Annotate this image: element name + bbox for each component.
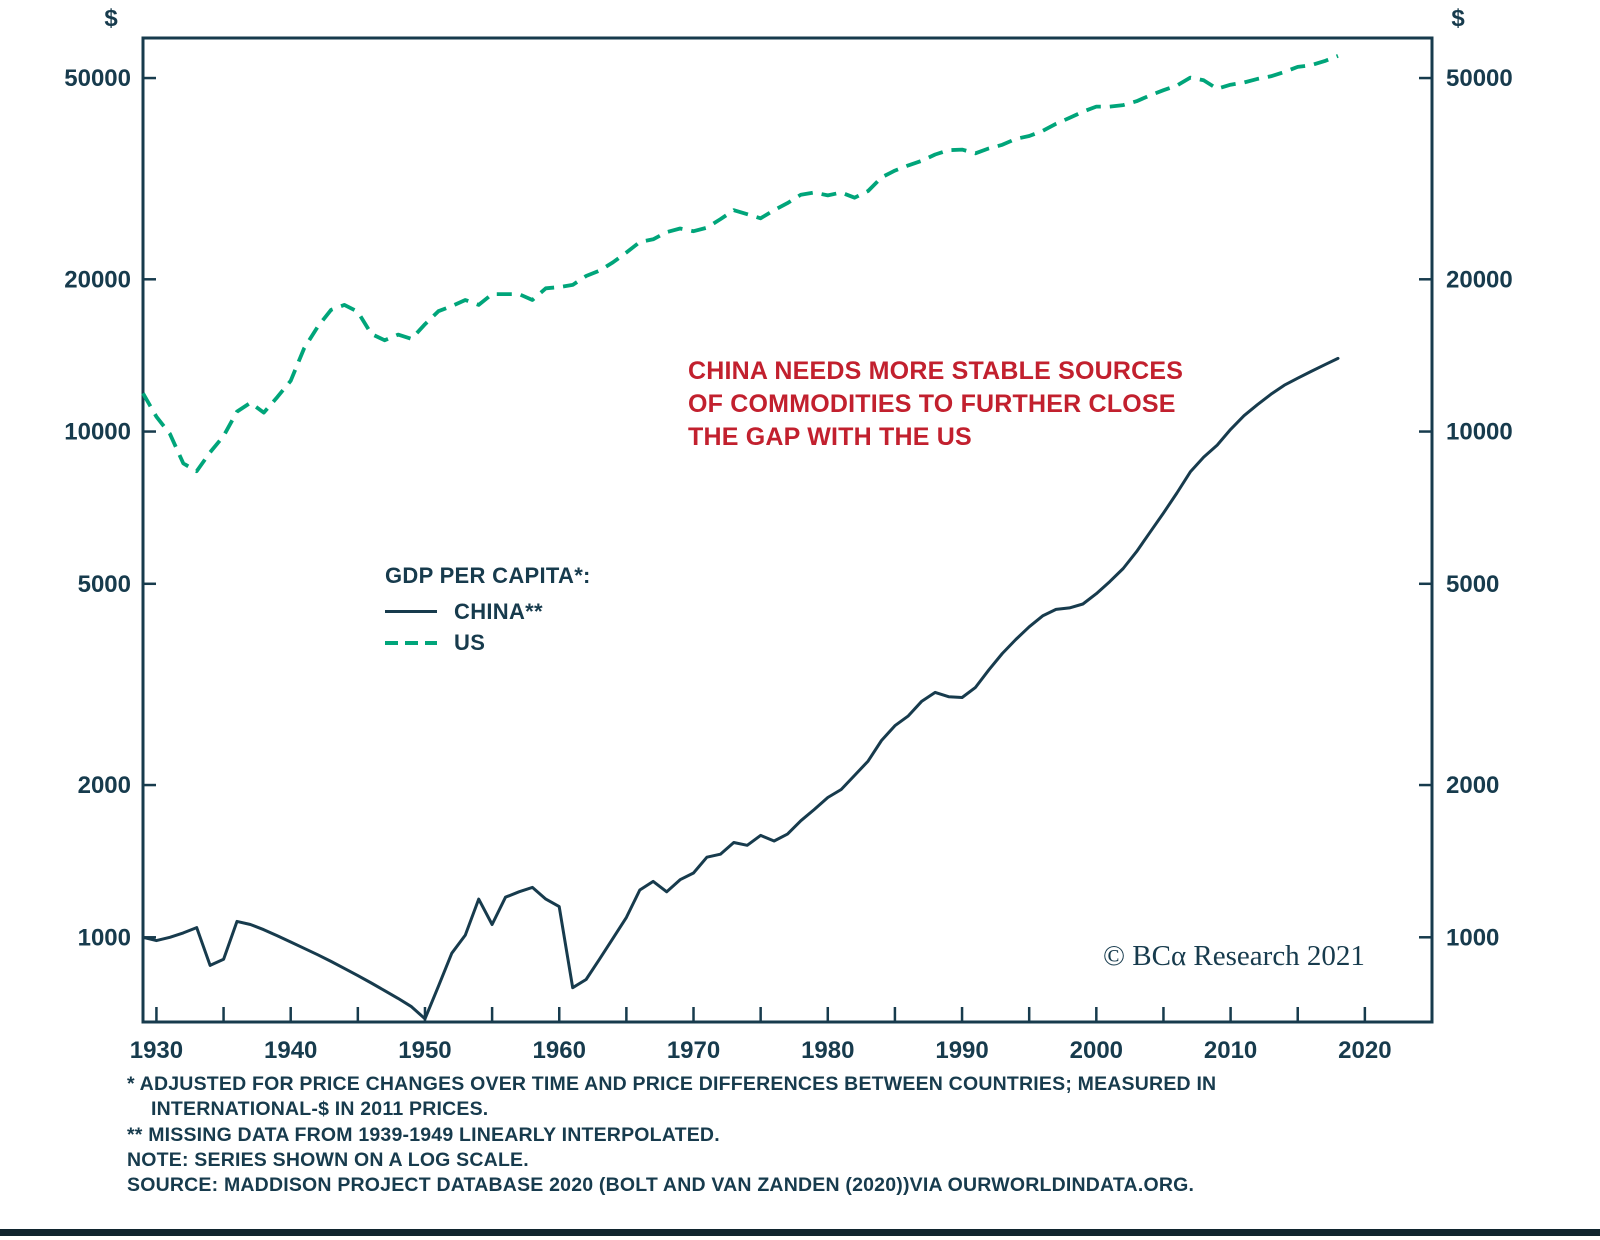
legend-entry-us: US <box>385 627 591 658</box>
annotation-line-3: THE GAP WITH THE US <box>688 423 972 451</box>
copyright-notice: © BCα Research 2021 <box>1103 940 1365 972</box>
bottom-rule <box>0 1229 1600 1236</box>
legend-entry-china: CHINA** <box>385 596 591 627</box>
svg-text:50000: 50000 <box>1446 65 1513 92</box>
footnote-price-adjustment-cont: INTERNATIONAL-$ IN 2011 PRICES. <box>151 1098 489 1121</box>
legend-label-us: US <box>454 629 486 655</box>
footnote-log-scale: NOTE: SERIES SHOWN ON A LOG SCALE. <box>127 1149 529 1172</box>
chart-footnotes: * ADJUSTED FOR PRICE CHANGES OVER TIME A… <box>127 1072 1507 1199</box>
svg-text:5000: 5000 <box>1446 571 1499 598</box>
svg-text:$: $ <box>104 5 118 32</box>
svg-text:1930: 1930 <box>130 1037 183 1062</box>
svg-text:$: $ <box>1451 5 1465 32</box>
annotation-line-2: OF COMMODITIES TO FURTHER CLOSE <box>688 390 1176 418</box>
annotation-line-1: CHINA NEEDS MORE STABLE SOURCES <box>688 357 1184 385</box>
svg-text:1000: 1000 <box>1446 924 1499 951</box>
svg-text:1990: 1990 <box>935 1037 988 1062</box>
svg-text:1000: 1000 <box>78 924 131 951</box>
chart-legend: GDP PER CAPITA*: CHINA** US <box>385 563 591 658</box>
svg-text:20000: 20000 <box>1446 266 1513 293</box>
svg-text:2000: 2000 <box>78 772 131 799</box>
svg-text:1950: 1950 <box>398 1037 451 1062</box>
svg-text:1980: 1980 <box>801 1037 854 1062</box>
legend-label-china: CHINA** <box>454 598 543 624</box>
svg-text:10000: 10000 <box>64 419 131 446</box>
svg-text:50000: 50000 <box>64 65 131 92</box>
svg-text:2000: 2000 <box>1070 1037 1123 1062</box>
svg-text:2020: 2020 <box>1338 1037 1391 1062</box>
svg-text:2010: 2010 <box>1204 1037 1257 1062</box>
gdp-line-chart: 1000 1000 2000 2000 5000 5000 10000 10000 20000 2… <box>64 5 1513 1062</box>
svg-text:1940: 1940 <box>264 1037 317 1062</box>
footnote-price-adjustment: * ADJUSTED FOR PRICE CHANGES OVER TIME A… <box>127 1073 1217 1095</box>
svg-text:1960: 1960 <box>533 1037 586 1062</box>
svg-text:10000: 10000 <box>1446 419 1513 446</box>
svg-text:1970: 1970 <box>667 1037 720 1062</box>
svg-text:20000: 20000 <box>64 266 131 293</box>
footnote-missing-data: ** MISSING DATA FROM 1939-1949 LINEARLY … <box>127 1123 720 1146</box>
us-dashed-line-swatch-icon <box>385 640 437 645</box>
legend-title: GDP PER CAPITA*: <box>385 563 591 588</box>
svg-text:2000: 2000 <box>1446 772 1499 799</box>
chart-annotation: CHINA NEEDS MORE STABLE SOURCES OF COMMO… <box>688 355 1183 454</box>
footnote-source: SOURCE: MADDISON PROJECT DATABASE 2020 (… <box>127 1174 1195 1197</box>
china-line-swatch-icon <box>385 610 437 613</box>
svg-text:5000: 5000 <box>78 571 131 598</box>
